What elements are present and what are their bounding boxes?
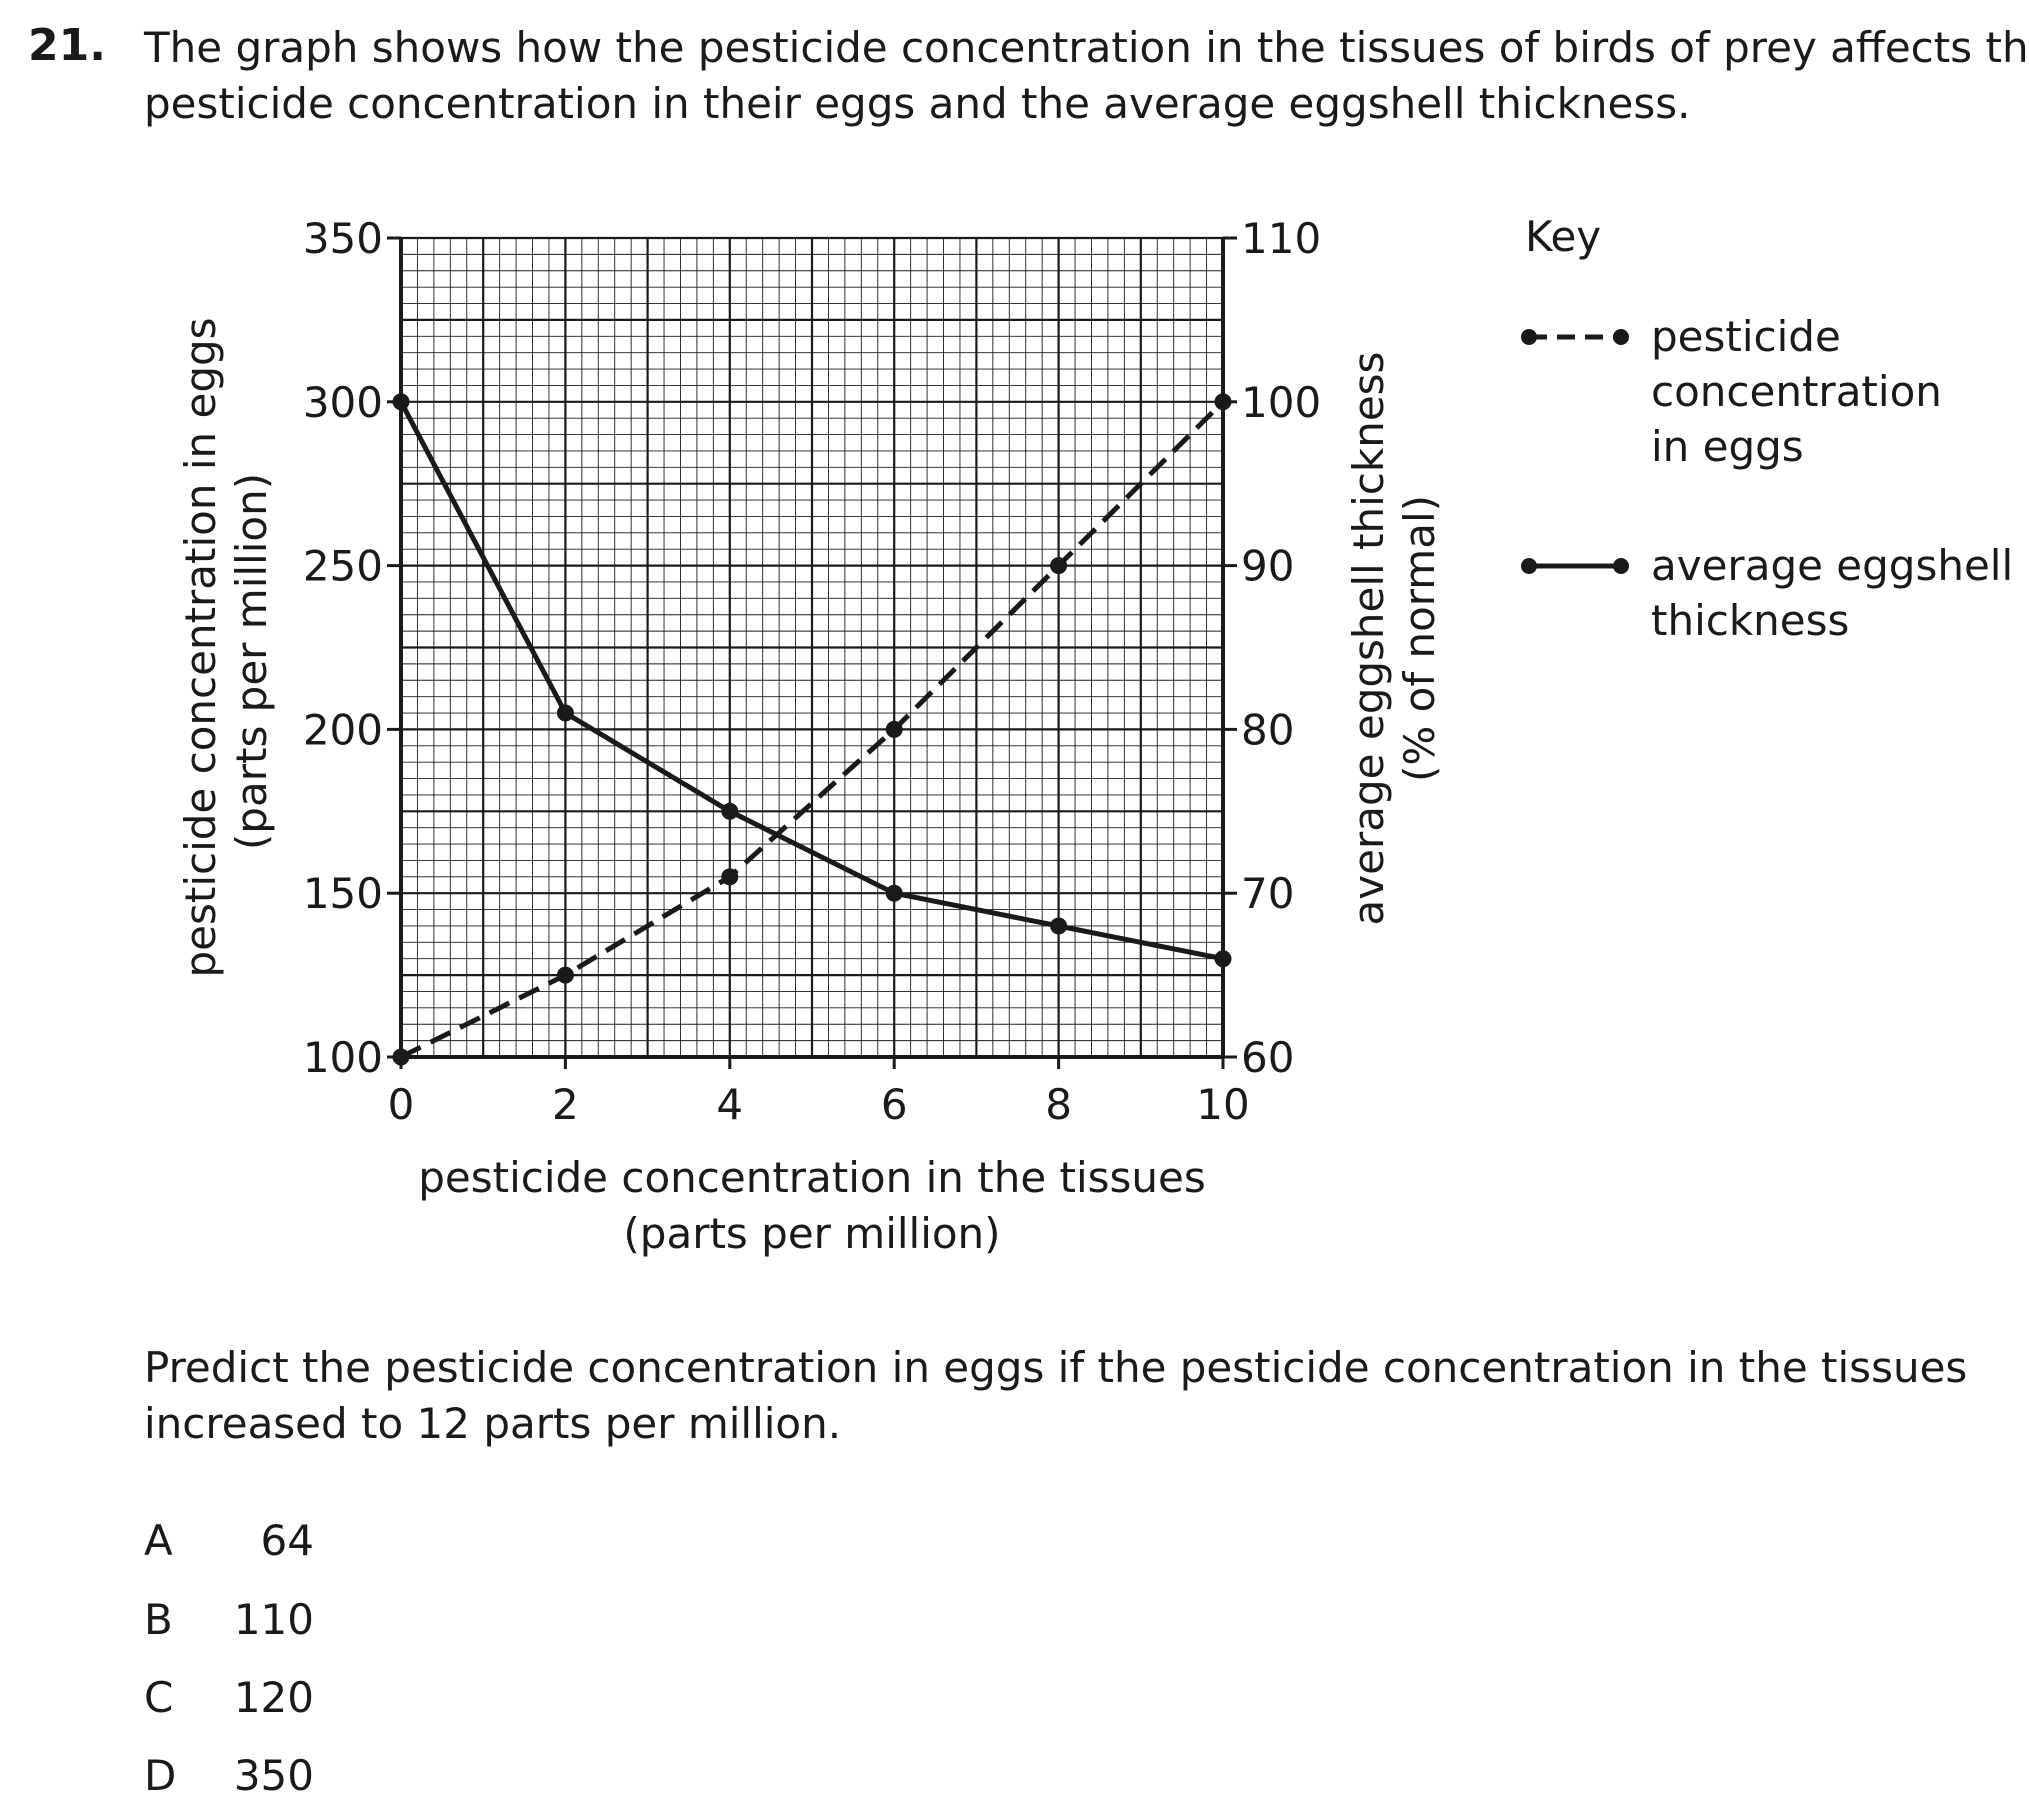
legend-label: pesticide: [1651, 312, 1841, 361]
option-c[interactable]: C 120: [144, 1673, 444, 1729]
x-axis-title: (parts per million): [623, 1209, 1000, 1258]
y-right-axis-title: (% of normal): [1395, 495, 1444, 782]
stem-line: pesticide concentration in their eggs an…: [144, 79, 1691, 128]
option-d[interactable]: D 350: [144, 1751, 444, 1807]
data-point: [1050, 917, 1068, 935]
legend-label: average eggshell: [1651, 541, 2013, 590]
option-letter: A: [144, 1516, 173, 1565]
x-tick-label: 0: [388, 1080, 415, 1129]
data-point: [392, 1048, 410, 1066]
data-point: [721, 868, 739, 886]
legend-swatch-dot: [1613, 329, 1629, 345]
x-tick-label: 8: [1045, 1080, 1072, 1129]
option-value: 64: [260, 1516, 314, 1565]
y-right-tick-label: 100: [1241, 378, 1321, 427]
x-tick-label: 2: [552, 1080, 579, 1129]
data-point: [556, 966, 574, 984]
option-letter: B: [144, 1595, 173, 1644]
question-stem: The graph shows how the pesticide concen…: [144, 20, 2029, 132]
legend-label: concentration: [1651, 367, 1942, 416]
data-point: [1214, 393, 1232, 411]
data-point: [392, 393, 410, 411]
option-letter: C: [144, 1673, 174, 1722]
y-right-axis-title: average eggshell thickness: [1344, 352, 1393, 926]
y-right-tick-label: 110: [1241, 214, 1321, 263]
option-value: 110: [233, 1595, 314, 1644]
prompt-line: increased to 12 parts per million.: [144, 1399, 842, 1448]
legend-label: in eggs: [1651, 422, 1804, 471]
stem-line: The graph shows how the pesticide concen…: [144, 23, 2029, 72]
y-right-tick-label: 80: [1241, 705, 1294, 754]
y-left-tick-label: 300: [303, 378, 383, 427]
data-point: [556, 704, 574, 722]
option-b[interactable]: B 110: [144, 1595, 444, 1651]
data-point: [1050, 557, 1068, 575]
series-line: [398, 400, 1224, 962]
option-value: 350: [233, 1751, 314, 1800]
question-prompt: Predict the pesticide concentration in e…: [144, 1340, 1967, 1452]
data-point: [1214, 950, 1232, 968]
option-a[interactable]: A 64: [144, 1516, 444, 1572]
legend-swatch-dot: [1613, 558, 1629, 574]
x-tick-label: 10: [1196, 1080, 1249, 1129]
legend-swatch-dot: [1521, 558, 1537, 574]
legend-label: thickness: [1651, 596, 1849, 645]
y-left-axis-title: pesticide concentration in eggs: [176, 317, 225, 977]
legend-swatch-dot: [1521, 329, 1537, 345]
y-right-tick-label: 90: [1241, 542, 1294, 591]
y-left-axis-title: (parts per million): [227, 473, 276, 850]
chart: 0 2 4 6 8 10 100 150 200 250 300 350 60 70 80 90 100 110 p…: [176, 212, 2013, 1258]
question-number: 21.: [28, 20, 106, 71]
y-left-tick-label: 100: [303, 1033, 383, 1082]
legend-title: Key: [1525, 212, 1601, 261]
y-left-tick-label: 200: [303, 705, 383, 754]
data-point: [885, 720, 903, 738]
y-right-tick-label: 60: [1241, 1033, 1294, 1082]
y-left-tick-label: 250: [303, 542, 383, 591]
y-right-tick-label: 70: [1241, 869, 1294, 918]
x-axis-title: pesticide concentration in the tissues: [418, 1153, 1206, 1202]
data-point: [721, 802, 739, 820]
y-left-tick-label: 150: [303, 869, 383, 918]
x-tick-label: 4: [716, 1080, 743, 1129]
data-point: [885, 884, 903, 902]
x-tick-label: 6: [881, 1080, 908, 1129]
y-left-tick-label: 350: [303, 214, 383, 263]
series-line: [399, 400, 1225, 1060]
option-value: 120: [233, 1673, 314, 1722]
option-letter: D: [144, 1751, 177, 1800]
prompt-line: Predict the pesticide concentration in e…: [144, 1343, 1968, 1392]
